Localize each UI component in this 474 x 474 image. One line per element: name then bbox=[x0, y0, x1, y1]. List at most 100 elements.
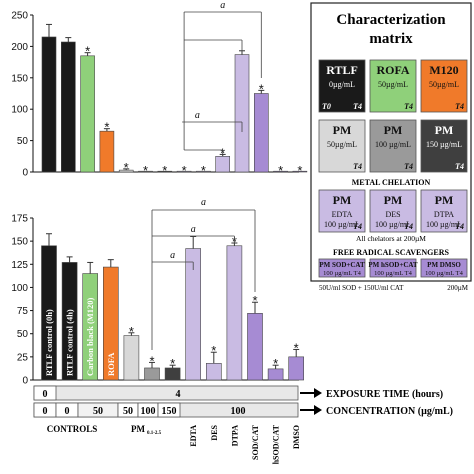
matrix-cell-name: PM bbox=[384, 123, 403, 137]
significance-star: * bbox=[294, 340, 299, 355]
significance-star: * bbox=[201, 163, 206, 178]
bar bbox=[41, 36, 57, 173]
controls-label: CONTROLS bbox=[47, 424, 98, 434]
significance-star: * bbox=[278, 163, 283, 178]
y-tick-label: 200 bbox=[11, 42, 28, 53]
y-tick-label: 150 bbox=[11, 237, 28, 248]
y-tick-label: 100 bbox=[11, 105, 28, 116]
exposure-value-0: 0 bbox=[43, 389, 48, 400]
matrix-cell-t4: T4 bbox=[455, 162, 464, 171]
treatment-label: SOD/CAT bbox=[251, 424, 260, 460]
y-tick-label: 175 bbox=[11, 214, 28, 225]
conc-value-4: 50 bbox=[123, 406, 133, 417]
bar bbox=[99, 130, 115, 173]
bar bbox=[254, 93, 269, 173]
significance-star: * bbox=[129, 324, 134, 339]
matrix-cell-sub: DES bbox=[385, 210, 400, 219]
matrix-cell-conc: 0µg/mL bbox=[329, 80, 355, 89]
y-tick-label: 25 bbox=[17, 352, 29, 363]
significance-letter: a bbox=[195, 110, 200, 121]
conc-value-6: 150 bbox=[162, 406, 177, 417]
significance-star: * bbox=[211, 343, 216, 358]
bar bbox=[234, 54, 250, 173]
matrix-cell-conc: 50µg/mL bbox=[378, 80, 408, 89]
bar-label: ROFA bbox=[106, 352, 116, 376]
significance-star: * bbox=[170, 356, 175, 371]
bar bbox=[157, 170, 173, 173]
matrix-cell-t4: T4 bbox=[353, 162, 362, 171]
matrix-cell-conc: 100 µg/mL bbox=[375, 220, 411, 229]
bar bbox=[206, 363, 222, 381]
y-tick-label: 250 bbox=[11, 11, 28, 22]
significance-star: * bbox=[182, 163, 187, 178]
concentration-label: CONCENTRATION (µg/mL) bbox=[326, 406, 453, 417]
matrix-cell: PM 100 µg/mL T4 bbox=[369, 119, 417, 173]
conc-value-5: 100 bbox=[141, 406, 156, 417]
significance-star: * bbox=[143, 163, 148, 178]
treatment-label: DES bbox=[210, 424, 219, 440]
matrix-cell-t4: T4 bbox=[455, 102, 464, 111]
bar bbox=[144, 367, 160, 381]
bar bbox=[247, 313, 263, 381]
bar-label: Carbon black (M120) bbox=[85, 297, 95, 376]
significance-star: * bbox=[252, 293, 257, 308]
significance-star: * bbox=[124, 160, 129, 175]
exposure-label: EXPOSURE TIME (hours) bbox=[326, 389, 443, 400]
bar-label: RTLF control (0h) bbox=[44, 309, 54, 376]
chelation-title: METAL CHELATION bbox=[352, 178, 431, 187]
matrix-cell: ROFA 50µg/mL T4 bbox=[369, 59, 417, 113]
significance-letter: a bbox=[191, 224, 196, 235]
matrix-cell-name: PM bbox=[435, 123, 454, 137]
arrow-right-icon bbox=[314, 388, 322, 398]
y-tick-label: 125 bbox=[11, 260, 28, 271]
y-tick-label: 50 bbox=[17, 136, 29, 147]
matrix-cell-name: PM bbox=[333, 123, 352, 137]
y-tick-label: 0 bbox=[22, 168, 28, 179]
matrix-cell-name: PM bbox=[384, 193, 403, 207]
y-tick-label: 0 bbox=[22, 376, 28, 387]
matrix-cell-name: PM bbox=[333, 193, 352, 207]
matrix-cell: PM 150 µg/mL T4 bbox=[420, 119, 468, 173]
matrix-cell-name: RTLF bbox=[326, 63, 358, 77]
matrix-cell-conc: 100 µg/mL bbox=[324, 220, 360, 229]
matrix-cell: M120 50µg/mL T4 bbox=[420, 59, 468, 113]
significance-star: * bbox=[273, 356, 278, 371]
matrix-cell-t4: T4 bbox=[353, 222, 362, 231]
matrix-cell-t4: T4 bbox=[404, 162, 413, 171]
concentration-row: 0 0 50 50 100 150 100 CONCENTRATION (µg/… bbox=[33, 402, 453, 418]
matrix-cell-name: PM hSOD+CAT bbox=[368, 261, 417, 269]
matrix-cell-sub: DTPA bbox=[434, 210, 454, 219]
bar bbox=[273, 170, 288, 173]
significance-letter: a bbox=[201, 197, 206, 208]
scavenger-footer-left: 50U/ml SOD + 150U/ml CAT bbox=[319, 284, 404, 292]
significance-star: * bbox=[104, 120, 109, 135]
bar bbox=[292, 170, 308, 173]
bar bbox=[196, 170, 211, 173]
significance-star: * bbox=[162, 163, 167, 178]
conc-value-2: 0 bbox=[65, 406, 70, 417]
matrix-cell-conc: 150 µg/mL bbox=[426, 140, 462, 149]
pm-subscript: 0.1-2.5 bbox=[147, 431, 162, 436]
matrix-cell-t4: T4 bbox=[404, 102, 413, 111]
treatment-label: DMSO bbox=[292, 425, 301, 449]
significance-star: * bbox=[259, 81, 264, 96]
significance-star: * bbox=[297, 163, 302, 178]
bar-label: RTLF control (4h) bbox=[65, 309, 75, 376]
bar bbox=[138, 170, 153, 173]
significance-star: * bbox=[85, 44, 90, 59]
chelation-note: All chelators at 200µM bbox=[356, 234, 426, 243]
significance-letter: a bbox=[170, 250, 175, 261]
significance-star: * bbox=[149, 353, 154, 368]
treatment-label: EDTA bbox=[189, 425, 198, 447]
bar bbox=[226, 245, 243, 381]
treatment-label: hSOD/CAT bbox=[272, 424, 281, 464]
matrix-cell: PM 50µg/mL T4 bbox=[318, 119, 366, 173]
matrix-cell-t4: T4 bbox=[455, 222, 464, 231]
bar bbox=[288, 356, 305, 381]
